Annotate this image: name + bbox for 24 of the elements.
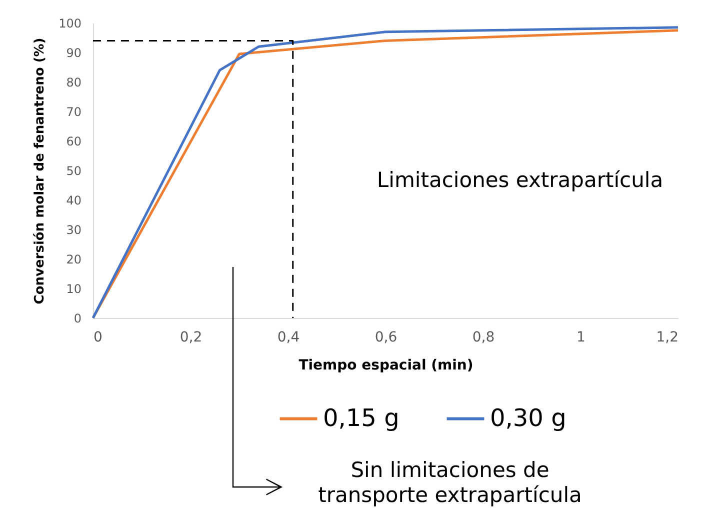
y-tick-label: 100 [58, 16, 82, 30]
y-tick-label: 0 [74, 312, 82, 326]
y-tick-label: 90 [66, 46, 82, 60]
legend-label: 0,15 g [323, 404, 400, 432]
x-tick-label: 0,4 [277, 330, 300, 346]
y-tick-label: 10 [66, 282, 82, 296]
y-tick-label: 40 [66, 194, 82, 208]
annotation: Limitaciones extrapartícula [376, 168, 664, 193]
y-tick-label: 50 [66, 164, 82, 178]
y-tick-label: 30 [66, 223, 82, 237]
legend-label: 0,30 g [490, 404, 566, 432]
x-tick-label: 0,2 [180, 330, 202, 346]
y-tick-label: 70 [66, 105, 82, 119]
text: Sin limitaciones de transporte extrapartícula [317, 458, 583, 508]
x-tick-label: 0,6 [374, 330, 398, 346]
x-tick-label: 1 [576, 330, 586, 346]
y-tick-label: 20 [66, 252, 82, 266]
y-axis-title: Conversión molar de fenantreno (%) [32, 38, 48, 304]
x-tick-label: 1,2 [656, 330, 678, 346]
x-tick-label: 0 [94, 330, 102, 346]
y-tick-label: 80 [66, 76, 82, 90]
x-tick-label: 0,8 [472, 330, 495, 346]
y-tick-label: 60 [66, 134, 82, 148]
x-axis-title: Tiempo espacial (min) [298, 358, 474, 374]
